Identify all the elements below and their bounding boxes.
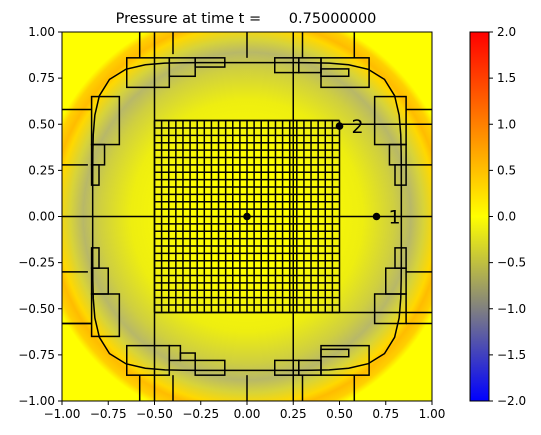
x-tick-label: −0.75	[90, 407, 127, 421]
x-tick-label: 0.25	[280, 407, 307, 421]
sample-point-label: 1	[389, 207, 401, 229]
mesh-cell	[90, 267, 109, 295]
x-tick-label: −0.25	[182, 407, 219, 421]
colorbar-axis: 2.0 1.5 1.0 0.5 0.0 −0.5 −1.0 −1.5 −2.0	[489, 25, 526, 408]
mesh-cell	[194, 359, 226, 376]
colorbar-tick-label: −1.5	[497, 348, 526, 362]
x-tick-label: 0.00	[234, 407, 261, 421]
colorbar-tick-label: −0.5	[497, 256, 526, 270]
y-tick-label: 0.75	[28, 71, 55, 85]
x-tick-label: 0.75	[372, 407, 399, 421]
mesh-boundary	[91, 61, 403, 372]
y-tick-label: 1.00	[28, 25, 55, 39]
y-tick-label: 0.50	[28, 117, 55, 131]
mesh-cell	[90, 247, 100, 269]
colorbar	[469, 31, 490, 402]
sample-point-marker	[372, 212, 381, 221]
y-tick-label: −0.25	[18, 256, 55, 270]
y-tick-label: −0.50	[18, 302, 55, 316]
fine-grid	[153, 119, 341, 314]
chart-title: Pressure at time t = 0.75000000	[116, 11, 377, 27]
sample-point-label: 2	[352, 116, 364, 138]
x-tick-label: 1.00	[419, 407, 446, 421]
sample-point-marker	[335, 122, 344, 130]
colorbar-tick-label: 0.0	[497, 210, 516, 224]
x-tick-label: 0.50	[326, 407, 353, 421]
mesh-cell	[90, 95, 121, 146]
colorbar-tick-label: 2.0	[497, 25, 516, 39]
sample-points: 12	[243, 116, 401, 229]
mesh-cell	[320, 348, 350, 358]
mesh-cell	[320, 68, 350, 78]
colorbar-tick-label: −2.0	[497, 394, 526, 408]
y-tick-label: 0.00	[28, 210, 55, 224]
colorbar-tick-label: 1.0	[497, 117, 516, 131]
sample-point-marker	[243, 212, 251, 221]
y-tick-label: −0.75	[18, 348, 55, 362]
colorbar-tick-label: −1.0	[497, 302, 526, 316]
x-tick-label: −0.50	[136, 407, 173, 421]
y-tick-label: −1.00	[18, 394, 55, 408]
colorbar-tick-label: 1.5	[497, 71, 516, 85]
mesh-cell	[179, 352, 196, 362]
x-tick-label: −1.00	[44, 407, 81, 421]
y-tick-label: 0.25	[28, 163, 55, 177]
mesh-cell	[90, 164, 100, 186]
y-axis: −1.00 −0.75 −0.50 −0.25 0.00 0.25 0.50 0.75 1.00	[18, 25, 62, 408]
mesh-cell	[320, 344, 370, 376]
x-axis: −1.00 −0.75 −0.50 −0.25 0.00 0.25 0.50 0.75 1.00	[44, 401, 446, 421]
colorbar-tick-label: 0.5	[497, 163, 516, 177]
